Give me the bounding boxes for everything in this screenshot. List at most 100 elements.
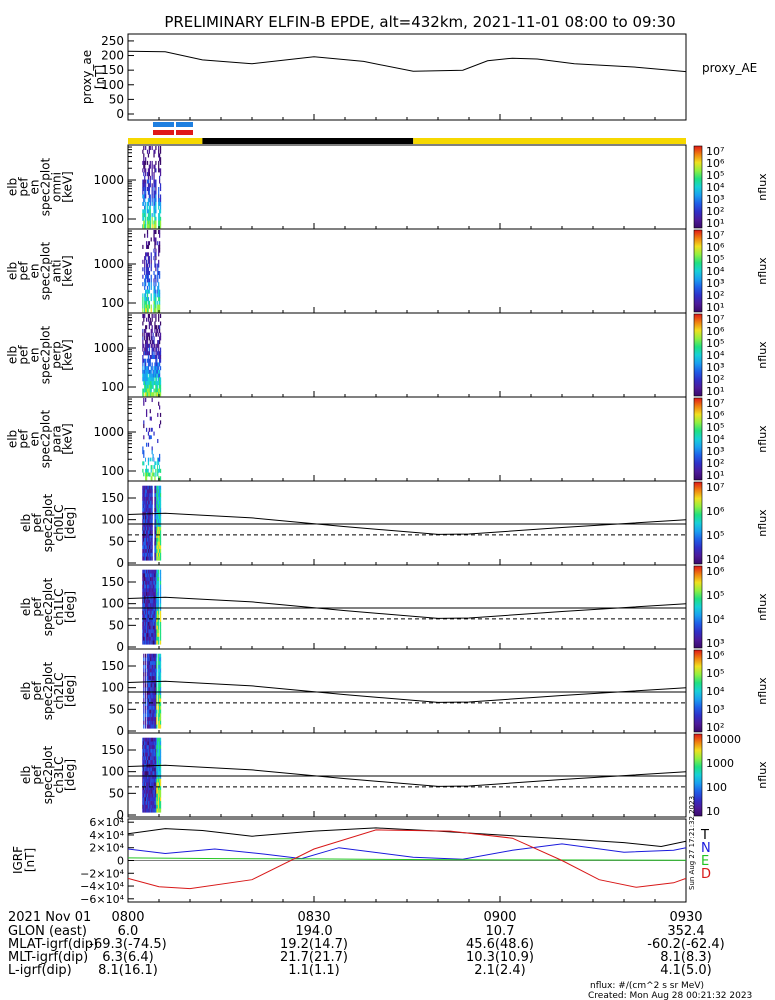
spectrogram-cell [146,285,149,290]
spectrogram-cell [145,183,147,188]
spectrogram-cell [154,636,156,641]
spectrogram-cell [155,804,157,809]
spectrogram-cell [142,745,144,750]
spectrogram-cell [149,633,151,638]
spectrogram-cell [156,801,158,806]
spectrogram-cell [149,804,151,809]
spectrogram-cell [155,194,157,199]
spectrogram-cell [159,752,161,757]
spectrogram-cell [156,366,158,371]
spectrogram-cell [144,607,146,612]
spectrogram-cell [142,472,144,477]
spectrogram-cell [150,267,152,272]
spectrogram-cell [150,468,152,473]
spectrogram-cell [153,607,155,612]
spectrogram-cell [152,668,154,673]
spectrogram-cell [143,771,145,776]
spectrogram-cell [147,278,150,283]
spectrogram-cell [152,599,154,604]
spectrogram-cell [145,760,147,765]
spectrogram-frame [127,480,687,566]
spectrogram-cell [151,760,153,765]
spectrogram-cell [154,767,156,772]
colorbar-tick-label: 10³ [706,193,724,206]
spectrogram-cell [145,381,147,386]
spectrogram-cell [152,607,154,612]
spectrogram-cell [159,767,162,772]
spectrogram-cell [156,369,158,374]
spectrogram-cell [159,691,162,696]
spectrogram-cell [159,556,162,561]
spectrogram-ylabel: elbpefspec2plotch2LC[deg] [19,661,77,720]
spectrogram-cell [152,340,154,345]
spectrogram-cell [159,198,161,203]
spectrogram-cell [155,347,157,352]
spectrogram-cell [147,717,150,722]
spectrogram-cell [143,343,145,348]
spectrogram-cell [155,160,157,165]
spectrogram-cell [159,314,162,319]
spectrogram-cell [155,332,157,337]
spectrogram-cell [154,614,156,619]
spectrogram-cell [149,369,151,374]
spectrogram-cell [142,190,144,195]
spectrogram-cell [156,519,158,524]
spectrogram-cell [152,771,154,776]
spectrogram-cell [154,797,156,802]
spectrogram-cell [157,461,159,466]
spectrogram-cell [148,205,150,210]
spectrogram-cell [149,569,151,574]
spectrogram-cell [146,297,149,302]
spectrogram-cell [153,756,155,761]
spectrogram-cell [143,153,145,158]
spectrogram-cell [151,336,153,341]
spectrogram-cell [159,453,161,458]
glon-value: 10.7 [486,924,515,939]
spectrogram-cell [156,373,158,378]
spectrogram-cell [145,224,147,229]
spectrogram-cell [148,435,150,440]
spectrogram-cell [159,308,161,313]
spectrogram-cell [154,683,156,688]
spectrogram-cell [145,793,148,798]
spectrogram-cell [145,737,147,742]
spectrogram-cell [148,325,150,330]
spectrogram-cell [144,786,146,791]
spectrogram-cell [151,457,153,462]
spectrogram-cell [144,778,146,783]
spectrogram-cell [159,416,161,421]
spectrogram-cell [156,724,158,729]
spectrogram-cell [158,580,160,585]
spectrogram-cell [156,388,158,393]
spectrogram-cell [152,793,154,798]
spectrogram-cell [144,282,146,287]
igrf-series-E [127,857,687,861]
spectrogram-cell [144,541,146,546]
spectrogram-cell [155,504,157,509]
spectrogram-cell [151,427,153,432]
spectrogram-cell [156,584,158,589]
spectrogram-cell [151,384,153,389]
spectrogram-cell [144,629,146,634]
spectrogram-cell [159,351,162,356]
spectrogram-cell [150,500,152,505]
spectrogram-cell [155,552,157,557]
colorbar-tick-label: 10² [706,205,724,218]
spectrogram-cell [158,340,160,345]
spectrogram-cell [157,577,159,582]
spectrogram-cell [145,556,147,561]
spectrogram-cell [151,607,153,612]
spectrogram-cell [144,496,146,501]
spectrogram-cell [155,190,157,195]
spectrogram-cell [155,545,157,550]
colorbar-tick-label: 10 [706,805,720,818]
spectrogram-cell [148,351,150,356]
spectrogram-cell [151,549,153,554]
spectrogram-cell [148,526,150,531]
spectrogram-cell [145,168,147,173]
spectrogram-cell [148,282,150,287]
ylabel-line: proxy_ae [80,50,94,104]
spectrogram-cell [149,618,151,623]
spectrogram-cell [146,358,149,363]
spectrogram-cell [149,621,151,626]
